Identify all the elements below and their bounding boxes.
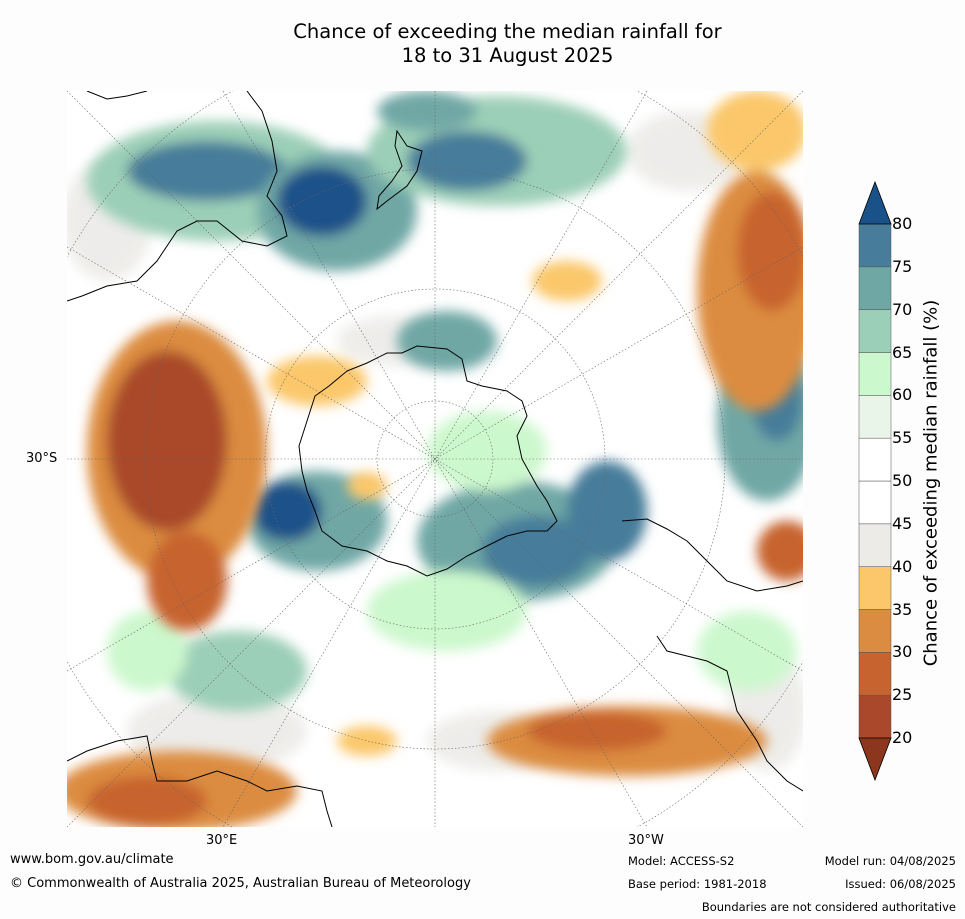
colorbar-segment <box>858 309 892 353</box>
colorbar-tick-label: 45 <box>892 513 913 533</box>
colorbar-segment <box>858 223 892 268</box>
lon-label-30w: 30°W <box>628 833 664 848</box>
colorbar-segment <box>858 652 892 696</box>
south-america-coastline <box>621 518 803 792</box>
colorbar-tick-label: 40 <box>892 556 913 576</box>
colorbar-segment <box>858 480 892 525</box>
colorbar <box>858 180 892 782</box>
colorbar-tick-label: 20 <box>892 728 913 747</box>
footer-disclaimer: Boundaries are not considered authoritat… <box>701 900 956 914</box>
colorbar-high-arrow <box>858 180 892 225</box>
colorbar-tick-label: 35 <box>892 599 913 619</box>
colorbar-segment <box>858 395 892 439</box>
title-line-2: 18 to 31 August 2025 <box>401 44 614 67</box>
map-svg <box>67 91 803 827</box>
footer-website: www.bom.gov.au/climate <box>10 852 174 867</box>
footer-copyright: © Commonwealth of Australia 2025, Austra… <box>10 876 471 891</box>
colorbar-segment <box>858 266 892 310</box>
colorbar-label: Chance of exceeding median rainfall (%) <box>920 299 942 667</box>
colorbar-segment <box>858 352 892 396</box>
footer-base-period: Base period: 1981-2018 <box>628 877 767 891</box>
colorbar-tick-label: 30 <box>892 642 913 662</box>
lat-label-30s: 30°S <box>26 451 58 466</box>
colorbar-tick-label: 60 <box>892 385 913 405</box>
colorbar-tick-label: 80 <box>892 214 913 233</box>
colorbar-segment <box>858 437 892 482</box>
new-zealand-coastline <box>376 129 423 211</box>
colorbar-tick-label: 75 <box>892 256 913 276</box>
footer-issued: Issued: 06/08/2025 <box>845 877 956 891</box>
colorbar-segment <box>858 609 892 653</box>
colorbar-tick-label: 25 <box>892 685 913 705</box>
colorbar-tick-label: 70 <box>892 299 913 319</box>
footer-model: Model: ACCESS-S2 <box>628 854 735 868</box>
graticule <box>67 91 803 827</box>
rainfall-map <box>67 91 803 827</box>
antarctica-coastline <box>298 345 558 577</box>
colorbar-tick-label: 50 <box>892 471 913 490</box>
colorbar-segment <box>858 523 892 567</box>
colorbar-segment <box>858 566 892 610</box>
africa-coastline <box>67 735 333 827</box>
footer-model-run: Model run: 04/08/2025 <box>824 854 956 868</box>
colorbar-tick-label: 55 <box>892 428 913 448</box>
colorbar-low-arrow <box>858 737 892 782</box>
chart-title: Chance of exceeding the median rainfall … <box>0 20 965 68</box>
dry-anomalies <box>67 91 803 827</box>
australia-coastline <box>67 91 288 302</box>
colorbar-tick-label: 65 <box>892 342 913 362</box>
colorbar-segment <box>858 694 892 739</box>
title-line-1: Chance of exceeding the median rainfall … <box>293 20 722 43</box>
lon-label-30e: 30°E <box>206 833 238 848</box>
